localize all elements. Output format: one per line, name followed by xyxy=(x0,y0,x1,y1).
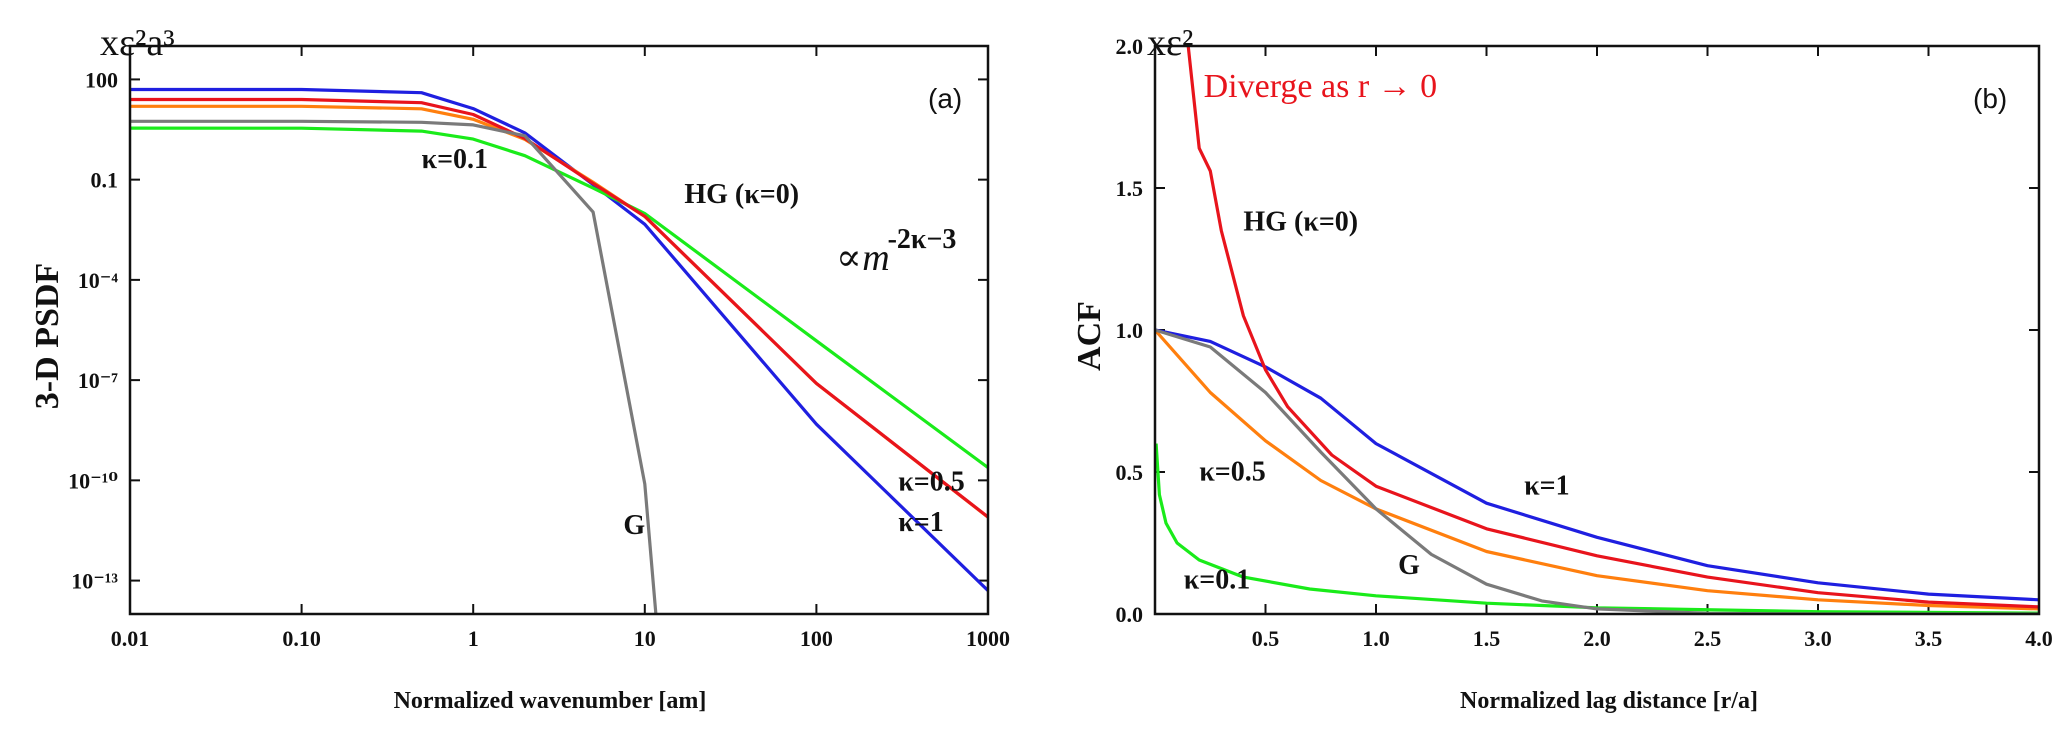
panel-b-x-tick-label: 1.5 xyxy=(1473,626,1501,651)
panel-a-plot-area: 0.01 0.10 1 10 100 1000 100 0.1 10⁻⁴ 10⁻⁷ 10⁻¹⁰ 10⁻… xyxy=(68,46,1010,651)
panel-a-x-tick-label: 1000 xyxy=(966,626,1010,651)
panel-a-annotation-0-5: κ=0.5 xyxy=(898,466,965,497)
panel-b-series-g xyxy=(1155,328,2039,614)
panel-b-label: (b) xyxy=(1973,83,2007,114)
panel-b-series-0-5 xyxy=(1155,328,2039,611)
panel-a-y-axis-label: 3-D PSDF xyxy=(29,263,66,409)
panel-a-psdf-chart: xε²a³ 3-D PSDF Normalized wavenumber [am… xyxy=(29,22,1010,714)
panel-a-y-tick-label: 10⁻¹³ xyxy=(71,569,118,594)
panel-b-annotation-0-5: κ=0.5 xyxy=(1199,457,1266,488)
panel-a-scale-note: xε²a³ xyxy=(100,22,175,64)
panel-b-annotation-hg-0: HG (κ=0) xyxy=(1243,207,1358,238)
panel-b-y-axis-label: ACF xyxy=(1071,301,1108,371)
panel-a-series-1 xyxy=(130,87,988,592)
panel-b-x-tick-label: 0.5 xyxy=(1252,626,1280,651)
panel-b-x-tick-label: 2.0 xyxy=(1583,626,1611,651)
panel-b-x-tick-label: 1.0 xyxy=(1362,626,1390,651)
panel-a-y-tick-label: 100 xyxy=(85,67,118,92)
panel-b-x-tick-label: 3.5 xyxy=(1915,626,1943,651)
panel-a-y-tick-label: 10⁻¹⁰ xyxy=(68,468,118,493)
panel-a-annotation-g: G xyxy=(623,510,645,541)
panel-b-y-tick-label: 1.5 xyxy=(1116,176,1144,201)
panel-a-label: (a) xyxy=(928,83,962,114)
panel-b-x-axis-label: Normalized lag distance [r/a] xyxy=(1460,688,1758,714)
panel-a-annotation-0-1: κ=0.1 xyxy=(422,144,489,175)
panel-b-series-hg-0 xyxy=(1186,46,2039,609)
panel-a-series-g xyxy=(130,119,658,614)
panel-a-annotation-item: ∝ xyxy=(836,237,862,279)
panel-a-x-tick-label: 100 xyxy=(800,626,833,651)
panel-b-annotation-g: G xyxy=(1398,550,1420,581)
panel-a-y-tick-label: 0.1 xyxy=(91,168,119,193)
panel-b-series-0-1 xyxy=(1155,443,2039,614)
panel-b-series-1 xyxy=(1155,328,2039,602)
panel-b-annotation-diverge-as-r-0: Diverge as r → 0 xyxy=(1204,68,1438,105)
panel-a-x-tick-label: 0.10 xyxy=(282,626,321,651)
panel-b-x-tick-label: 4.0 xyxy=(2025,626,2053,651)
panel-b-y-tick-label: 0.5 xyxy=(1116,460,1144,485)
panel-a-annotation-m: m xyxy=(862,237,889,279)
panel-b-y-tick-label: 1.0 xyxy=(1116,318,1144,343)
panel-a-y-tick-label: 10⁻⁷ xyxy=(78,368,119,393)
panel-b-annotation-0-1: κ=0.1 xyxy=(1184,564,1251,595)
panel-a-series-hg-0 xyxy=(130,97,988,519)
panel-b-x-tick-label: 2.5 xyxy=(1694,626,1722,651)
panel-b-frame xyxy=(1153,44,2041,616)
panel-a-x-tick-label: 0.01 xyxy=(111,626,150,651)
panel-b-x-tick-label: 3.0 xyxy=(1804,626,1832,651)
panel-b-annotation-1: κ=1 xyxy=(1524,471,1570,502)
panel-a-annotation-2-3: -2κ−3 xyxy=(888,224,957,255)
panel-a-y-tick-label: 10⁻⁴ xyxy=(78,268,119,293)
panel-a-series-0-5 xyxy=(130,104,988,519)
panel-a-annotation-1: κ=1 xyxy=(898,507,944,538)
panel-a-series-0-1 xyxy=(130,126,988,469)
panel-b-plot-area: 0.5 1.0 1.5 2.0 2.5 3.0 3.5 4.0 0.0 0.5 1.0 1.5 2.0 D… xyxy=(1116,34,2053,651)
panel-a-x-tick-label: 10 xyxy=(634,626,656,651)
panel-b-y-tick-label: 2.0 xyxy=(1116,34,1144,59)
panel-a-x-axis-label: Normalized wavenumber [am] xyxy=(394,688,707,714)
panel-a-annotation-hg-0: HG (κ=0) xyxy=(684,179,799,210)
panel-b-acf-chart: xε² ACF Normalized lag distance [r/a] 0.… xyxy=(1071,22,2053,714)
panel-b-y-tick-label: 0.0 xyxy=(1116,602,1144,627)
panel-a-x-tick-label: 1 xyxy=(468,626,479,651)
panel-a-frame xyxy=(128,44,990,616)
